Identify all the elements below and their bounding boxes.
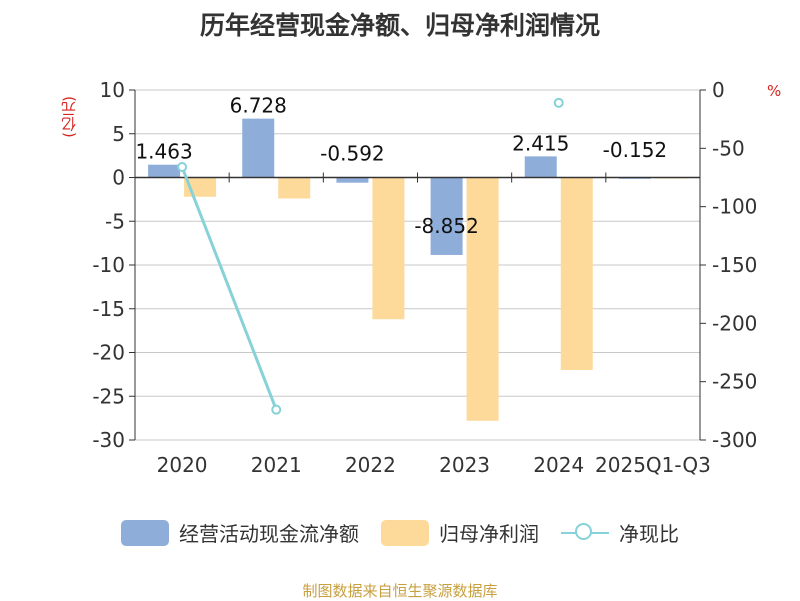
left-tick-label: -5 bbox=[105, 209, 125, 233]
legend-label-ratio: 净现比 bbox=[619, 522, 679, 546]
cashflow-bar bbox=[242, 118, 275, 178]
data-source-note: 制图数据来自恒生聚源数据库 bbox=[302, 582, 498, 600]
cashflow-bar bbox=[524, 156, 557, 178]
left-tick-label: -20 bbox=[92, 341, 125, 365]
net-profit-bar bbox=[560, 177, 593, 370]
x-tick-label: 2025Q1-Q3 bbox=[595, 453, 711, 477]
right-tick-label: -100 bbox=[712, 195, 757, 219]
left-tick-label: 10 bbox=[100, 78, 125, 102]
left-tick-label: -30 bbox=[92, 428, 125, 452]
ratio-point bbox=[553, 97, 564, 108]
chart-title: 历年经营现金净额、归母净利润情况 bbox=[199, 11, 600, 40]
net-profit-bar bbox=[372, 177, 405, 320]
right-tick-label: -150 bbox=[712, 253, 757, 277]
x-tick-label: 2024 bbox=[533, 453, 584, 477]
ratio-line-segment bbox=[180, 166, 278, 411]
legend-item-cashflow[interactable]: 经营活动现金流净额 bbox=[121, 518, 359, 547]
ratio-line-swatch bbox=[561, 520, 609, 546]
cashflow-data-label: -8.852 bbox=[414, 214, 478, 238]
right-tick-label: -50 bbox=[712, 136, 745, 160]
ratio-point bbox=[177, 162, 188, 172]
x-tick-label: 2020 bbox=[157, 453, 208, 477]
gridlines bbox=[135, 89, 700, 441]
legend-item-net-profit[interactable]: 归母净利润 bbox=[381, 518, 539, 547]
legend-label-net-profit: 归母净利润 bbox=[439, 522, 539, 546]
x-tick-label: 2021 bbox=[251, 453, 302, 477]
left-tick-label: -15 bbox=[92, 297, 125, 321]
data-labels: 1.463 6.728 -0.592 -8.852 2.415 -0.152 bbox=[135, 94, 667, 238]
ratio-line bbox=[177, 97, 564, 415]
net-profit-bar bbox=[466, 177, 499, 421]
x-tick-label: 2023 bbox=[439, 453, 490, 477]
cashflow-data-label: 2.415 bbox=[512, 131, 569, 155]
axes: 1050-5-10-15-20-25-300-50-100-150-200-25… bbox=[92, 78, 757, 477]
right-tick-label: -200 bbox=[712, 311, 757, 335]
legend-item-ratio[interactable]: 净现比 bbox=[561, 518, 679, 547]
cashflow-data-label: -0.592 bbox=[320, 142, 384, 166]
cashflow-swatch bbox=[121, 519, 169, 546]
ratio-point bbox=[271, 404, 282, 415]
right-tick-label: -250 bbox=[712, 370, 757, 394]
left-tick-label: 5 bbox=[112, 122, 125, 146]
left-tick-label: 0 bbox=[112, 166, 125, 190]
left-tick-label: -25 bbox=[92, 384, 125, 408]
legend-label-cashflow: 经营活动现金流净额 bbox=[179, 522, 359, 546]
cashflow-data-label: -0.152 bbox=[603, 138, 667, 162]
cashflow-bar bbox=[148, 164, 181, 178]
cashflow-data-label: 1.463 bbox=[135, 140, 192, 164]
cashflow-data-label: 6.728 bbox=[230, 94, 287, 118]
cashflow-bar bbox=[430, 177, 463, 255]
x-tick-label: 2022 bbox=[345, 453, 396, 477]
right-axis-unit: % bbox=[767, 82, 782, 100]
bars bbox=[148, 118, 687, 421]
right-tick-label: -300 bbox=[712, 428, 757, 452]
legend: 经营活动现金流净额 归母净利润 净现比 bbox=[0, 518, 800, 547]
right-tick-label: 0 bbox=[712, 78, 725, 102]
net-profit-swatch bbox=[381, 519, 429, 546]
net-profit-bar bbox=[278, 177, 311, 199]
left-tick-label: -10 bbox=[92, 253, 125, 277]
cashflow-bar bbox=[336, 177, 369, 183]
